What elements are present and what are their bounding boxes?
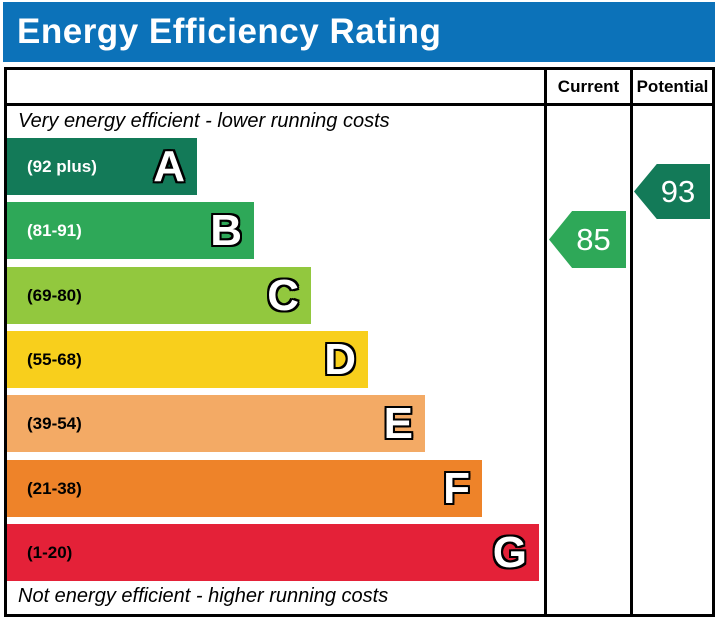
band-d: (55-68) D	[7, 331, 368, 388]
title-bar: Energy Efficiency Rating	[3, 2, 715, 62]
potential-column-divider	[630, 70, 633, 614]
current-rating-arrow: 85	[549, 211, 626, 268]
potential-column-header: Potential	[636, 76, 709, 96]
potential-rating-value: 93	[660, 173, 696, 209]
band-range-label: (39-54)	[27, 413, 82, 433]
top-note: Very energy efficient - lower running co…	[18, 110, 390, 132]
bottom-note: Not energy efficient - higher running co…	[18, 585, 389, 607]
band-range-label: (92 plus)	[27, 156, 97, 176]
band-range-label: (21-38)	[27, 478, 82, 498]
band-g: (1-20) G	[7, 524, 539, 581]
rating-table: Current Potential Very energy efficient …	[4, 67, 715, 617]
band-range-label: (81-91)	[27, 220, 82, 240]
band-letter: B	[210, 206, 242, 255]
band-a: (92 plus) A	[7, 138, 197, 195]
header-row-divider	[7, 103, 712, 106]
band-range-label: (69-80)	[27, 285, 82, 305]
band-range-label: (55-68)	[27, 349, 82, 369]
band-letter: E	[383, 399, 413, 448]
current-column-divider	[544, 70, 547, 614]
current-column-header: Current	[557, 76, 620, 96]
band-c: (69-80) C	[7, 267, 311, 324]
band-letter: A	[153, 142, 185, 191]
band-letter: G	[492, 528, 527, 577]
page-title: Energy Efficiency Rating	[17, 12, 442, 51]
band-letter: D	[324, 335, 356, 384]
band-e: (39-54) E	[7, 395, 425, 452]
band-letter: C	[267, 271, 299, 320]
band-letter: F	[443, 464, 470, 513]
band-f: (21-38) F	[7, 460, 482, 517]
band-b: (81-91) B	[7, 202, 254, 259]
potential-rating-arrow: 93	[634, 164, 710, 219]
band-range-label: (1-20)	[27, 542, 73, 562]
current-rating-value: 85	[576, 221, 611, 257]
